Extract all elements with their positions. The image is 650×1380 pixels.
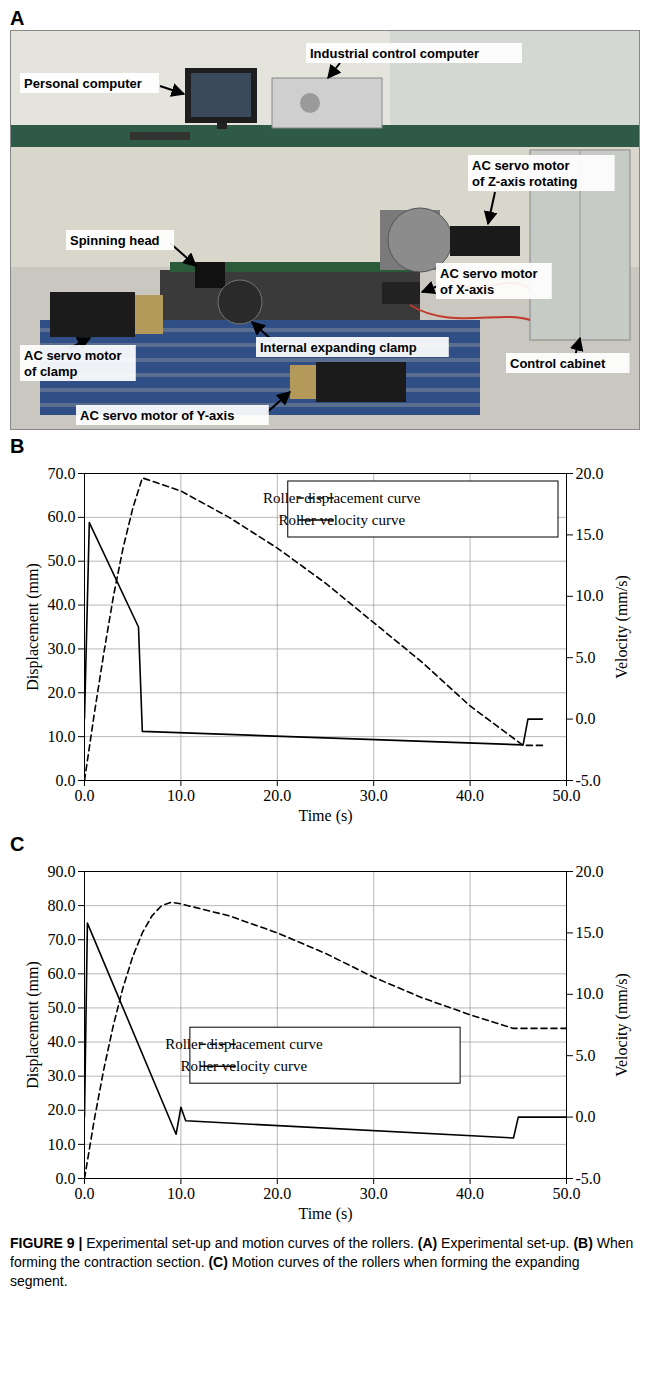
svg-text:-5.0: -5.0 <box>576 772 601 789</box>
svg-text:Velocity (mm/s): Velocity (mm/s) <box>613 575 631 679</box>
svg-text:Control cabinet: Control cabinet <box>510 356 606 371</box>
svg-text:AC servo motorof clamp: AC servo motorof clamp <box>24 348 122 379</box>
svg-text:80.0: 80.0 <box>48 897 76 914</box>
svg-text:30.0: 30.0 <box>360 1185 388 1202</box>
svg-text:70.0: 70.0 <box>48 465 76 482</box>
svg-text:50.0: 50.0 <box>553 787 581 804</box>
svg-text:20.0: 20.0 <box>263 787 291 804</box>
svg-text:30.0: 30.0 <box>48 1067 76 1084</box>
svg-text:20.0: 20.0 <box>263 1185 291 1202</box>
svg-text:50.0: 50.0 <box>48 999 76 1016</box>
html-text:B: B <box>10 435 25 457</box>
svg-text:10.0: 10.0 <box>167 787 195 804</box>
svg-text:10.0: 10.0 <box>48 1136 76 1153</box>
svg-text:Industrial control computer: Industrial control computer <box>310 46 479 61</box>
html-text:A: A <box>10 7 25 29</box>
svg-text:Internal expanding clamp: Internal expanding clamp <box>260 340 417 355</box>
svg-text:Velocity (mm/s): Velocity (mm/s) <box>613 973 631 1077</box>
svg-text:50.0: 50.0 <box>48 552 76 569</box>
svg-text:AC servo motor of Y-axis: AC servo motor of Y-axis <box>80 408 234 423</box>
svg-text:10.0: 10.0 <box>576 985 604 1002</box>
svg-text:5.0: 5.0 <box>576 1047 596 1064</box>
svg-text:Time (s): Time (s) <box>298 1205 352 1223</box>
svg-text:0.0: 0.0 <box>56 1170 76 1187</box>
svg-text:60.0: 60.0 <box>48 965 76 982</box>
svg-text:60.0: 60.0 <box>48 508 76 525</box>
svg-text:90.0: 90.0 <box>48 863 76 880</box>
svg-text:AC servo motorof Z-axis rotati: AC servo motorof Z-axis rotating <box>472 158 578 189</box>
svg-text:Displacement (mm): Displacement (mm) <box>24 563 42 691</box>
svg-text:20.0: 20.0 <box>576 465 604 482</box>
svg-text:AC servo motorof X-axis: AC servo motorof X-axis <box>440 266 538 297</box>
html-text:FIGURE 9 | Experimental set-up: FIGURE 9 | Experimental set-up and motio… <box>10 1235 634 1289</box>
svg-text:0.0: 0.0 <box>576 710 596 727</box>
svg-text:20.0: 20.0 <box>576 863 604 880</box>
svg-text:Displacement (mm): Displacement (mm) <box>24 961 42 1089</box>
svg-text:70.0: 70.0 <box>48 931 76 948</box>
svg-text:-5.0: -5.0 <box>576 1170 601 1187</box>
svg-text:0.0: 0.0 <box>75 787 95 804</box>
svg-text:Personal computer: Personal computer <box>24 76 142 91</box>
svg-text:30.0: 30.0 <box>360 787 388 804</box>
svg-text:30.0: 30.0 <box>48 640 76 657</box>
svg-text:Roller velocity curve: Roller velocity curve <box>278 512 405 528</box>
svg-text:5.0: 5.0 <box>576 649 596 666</box>
html-text:C: C <box>10 833 25 855</box>
svg-text:40.0: 40.0 <box>456 787 484 804</box>
svg-text:Roller velocity curve: Roller velocity curve <box>181 1058 308 1074</box>
svg-text:Spinning head: Spinning head <box>70 233 160 248</box>
svg-text:20.0: 20.0 <box>48 684 76 701</box>
svg-text:10.0: 10.0 <box>167 1185 195 1202</box>
svg-text:15.0: 15.0 <box>576 924 604 941</box>
svg-text:Time (s): Time (s) <box>298 807 352 825</box>
svg-text:0.0: 0.0 <box>75 1185 95 1202</box>
svg-text:40.0: 40.0 <box>48 596 76 613</box>
svg-text:Roller displacement curve: Roller displacement curve <box>263 490 421 506</box>
svg-text:Roller displacement curve: Roller displacement curve <box>165 1036 323 1052</box>
svg-text:10.0: 10.0 <box>48 728 76 745</box>
svg-text:20.0: 20.0 <box>48 1101 76 1118</box>
svg-text:15.0: 15.0 <box>576 526 604 543</box>
svg-text:10.0: 10.0 <box>576 587 604 604</box>
svg-text:0.0: 0.0 <box>576 1108 596 1125</box>
svg-text:40.0: 40.0 <box>48 1033 76 1050</box>
svg-text:50.0: 50.0 <box>553 1185 581 1202</box>
svg-text:40.0: 40.0 <box>456 1185 484 1202</box>
svg-text:0.0: 0.0 <box>56 772 76 789</box>
